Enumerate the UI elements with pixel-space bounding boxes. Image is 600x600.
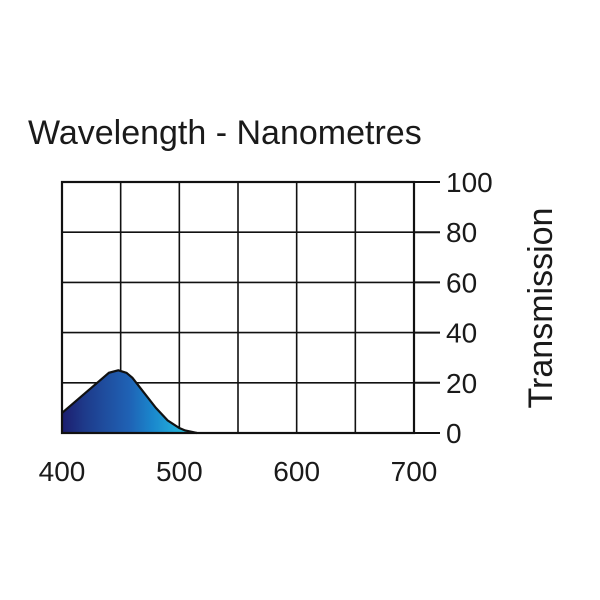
- chart-title: Wavelength - Nanometres: [28, 114, 422, 152]
- x-tick-label: 500: [156, 456, 203, 487]
- y-axis-label: Transmission: [522, 208, 560, 409]
- y-tick-label: 20: [446, 368, 477, 399]
- y-tick-labels: 0 20 40 60 80 100: [446, 167, 493, 449]
- y-tick-label: 0: [446, 418, 462, 449]
- y-tick-label: 100: [446, 167, 493, 198]
- y-tick-label: 40: [446, 318, 477, 349]
- x-tick-labels: 400 500 600 700: [39, 456, 438, 487]
- x-tick-label: 700: [391, 456, 438, 487]
- y-tick-label: 60: [446, 267, 477, 298]
- plot-border: [60, 180, 416, 435]
- x-tick-label: 400: [39, 456, 86, 487]
- x-tick-label: 600: [273, 456, 320, 487]
- plot-frame: [60, 180, 440, 435]
- transmission-curve: [61, 369, 198, 435]
- transmission-area: [62, 370, 197, 433]
- y-tick-label: 80: [446, 217, 477, 248]
